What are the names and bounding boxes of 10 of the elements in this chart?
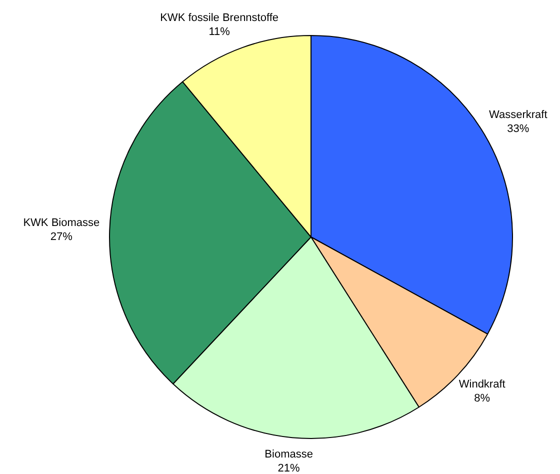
- slice-label: KWK Biomasse: [23, 216, 100, 229]
- slice-label: Windkraft: [458, 378, 506, 390]
- data-label: 27%: [50, 230, 73, 243]
- data-label: 21%: [278, 462, 300, 474]
- data-label: 33%: [507, 123, 530, 136]
- slice-label: KWK fossile Brennstoffe: [160, 12, 279, 24]
- data-label: 8%: [474, 392, 490, 404]
- slice-label: Biomasse: [264, 448, 313, 461]
- data-label: 11%: [208, 26, 230, 38]
- slice-label: Wasserkraft: [488, 109, 548, 122]
